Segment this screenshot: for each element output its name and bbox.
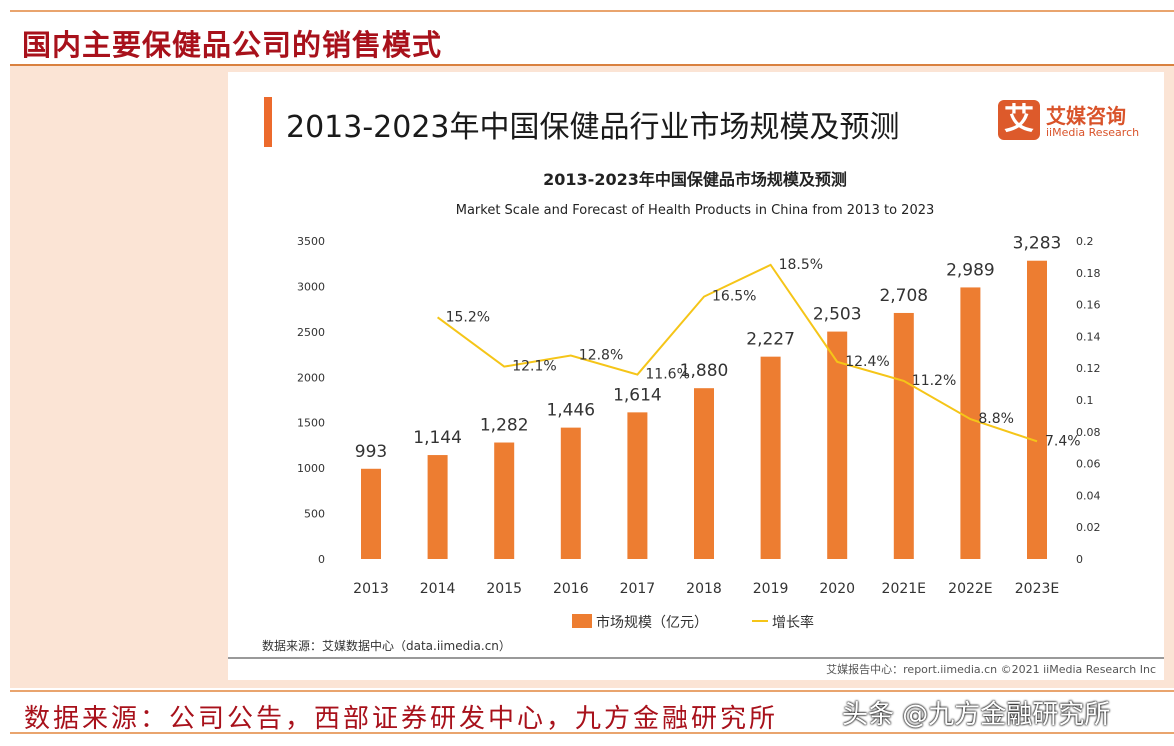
copyright: 艾媒报告中心：report.iimedia.cn ©2021 iiMedia R… [826,663,1156,676]
bar-label: 1,446 [546,401,595,421]
bar [694,388,714,559]
card-title: 2013-2023年中国保健品行业市场规模及预测 [286,110,900,145]
bar [960,287,981,559]
bar [627,412,648,559]
bar-label: 2,503 [813,305,862,325]
y-left-tick: 0 [318,553,325,566]
bar [827,331,848,559]
y-left-tick: 1000 [297,462,325,475]
line-label: 11.6% [645,367,689,383]
line-label: 15.2% [446,309,490,325]
bar [560,427,581,559]
y-left-tick: 1500 [297,417,325,430]
line-label: 7.4% [1045,433,1081,449]
y-left-tick: 3500 [297,235,325,248]
y-right-tick: 0.12 [1076,362,1101,375]
footer: 数据来源：公司公告，西部证券研发中心，九方金融研究所 [10,690,1174,734]
bar-label: 3,283 [1013,234,1062,254]
y-left-tick: 500 [304,508,325,521]
logo-name: 艾媒咨询 [1046,104,1126,128]
y-right-tick: 0.08 [1076,426,1101,439]
chart-title: 2013-2023年中国保健品市场规模及预测 [543,170,847,189]
x-tick: 2019 [753,581,789,597]
chart-subtitle: Market Scale and Forecast of Health Prod… [456,203,935,218]
bar [494,442,515,559]
y-left-tick: 3000 [297,280,325,293]
y-right-tick: 0.18 [1076,267,1101,280]
line-label: 11.2% [912,373,956,389]
iimedia-logo-icon: 艾 [998,100,1040,140]
line-label: 8.8% [978,411,1014,427]
x-tick: 2022E [948,581,992,597]
x-tick: 2018 [686,581,722,597]
x-tick: 2014 [420,581,456,597]
x-tick: 2020 [819,581,855,597]
page-title: 国内主要保健品公司的销售模式 [22,28,443,62]
x-tick: 2023E [1015,581,1059,597]
bar [427,455,448,559]
separator [228,657,1164,659]
y-left-tick: 2000 [297,371,325,384]
y-right-tick: 0.16 [1076,299,1101,312]
bar-label: 2,989 [946,260,995,280]
legend-bar-swatch [572,614,592,628]
x-tick: 2017 [620,581,656,597]
data-source-note: 数据来源：艾媒数据中心（data.iimedia.cn） [262,639,511,653]
bar-label: 1,144 [413,428,462,448]
bar-label: 1,880 [680,361,729,381]
y-right-tick: 0.1 [1076,394,1094,407]
watermark: 头条 @九方金融研究所 [842,700,1111,730]
logo-sub: iiMedia Research [1046,126,1140,139]
bar-label: 1,282 [480,416,529,436]
y-right-tick: 0 [1076,553,1083,566]
top-rule [10,10,1174,12]
line-label: 18.5% [779,257,823,273]
line-label: 12.8% [579,347,623,363]
footer-source: 数据来源：公司公告，西部证券研发中心，九方金融研究所 [24,704,779,734]
legend-bar-label: 市场规模（亿元） [596,614,708,631]
legend-line-label: 增长率 [772,614,814,631]
line-label: 16.5% [712,289,756,305]
bar-label: 1,614 [613,385,662,405]
bar [1027,260,1047,559]
y-right-tick: 0.14 [1076,330,1101,343]
growth-line [437,263,1038,443]
y-right-tick: 0.2 [1076,235,1094,248]
line-label: 12.4% [845,354,889,370]
bar-label: 993 [355,442,387,462]
bar-label: 2,227 [746,330,795,350]
y-right-tick: 0.04 [1076,489,1101,502]
heading-accent [264,97,272,147]
bar [893,312,914,559]
chart-card [228,72,1164,680]
bar [760,356,781,559]
y-right-tick: 0.06 [1076,458,1101,471]
title-rule [10,64,1174,66]
x-tick: 2021E [882,581,926,597]
bar-label: 2,708 [879,286,928,306]
bar [361,468,381,559]
line-label: 12.1% [512,359,556,375]
x-tick: 2015 [486,581,522,597]
x-tick: 2016 [553,581,589,597]
x-tick: 2013 [353,581,389,597]
y-right-tick: 0.02 [1076,521,1101,534]
y-left-tick: 2500 [297,326,325,339]
